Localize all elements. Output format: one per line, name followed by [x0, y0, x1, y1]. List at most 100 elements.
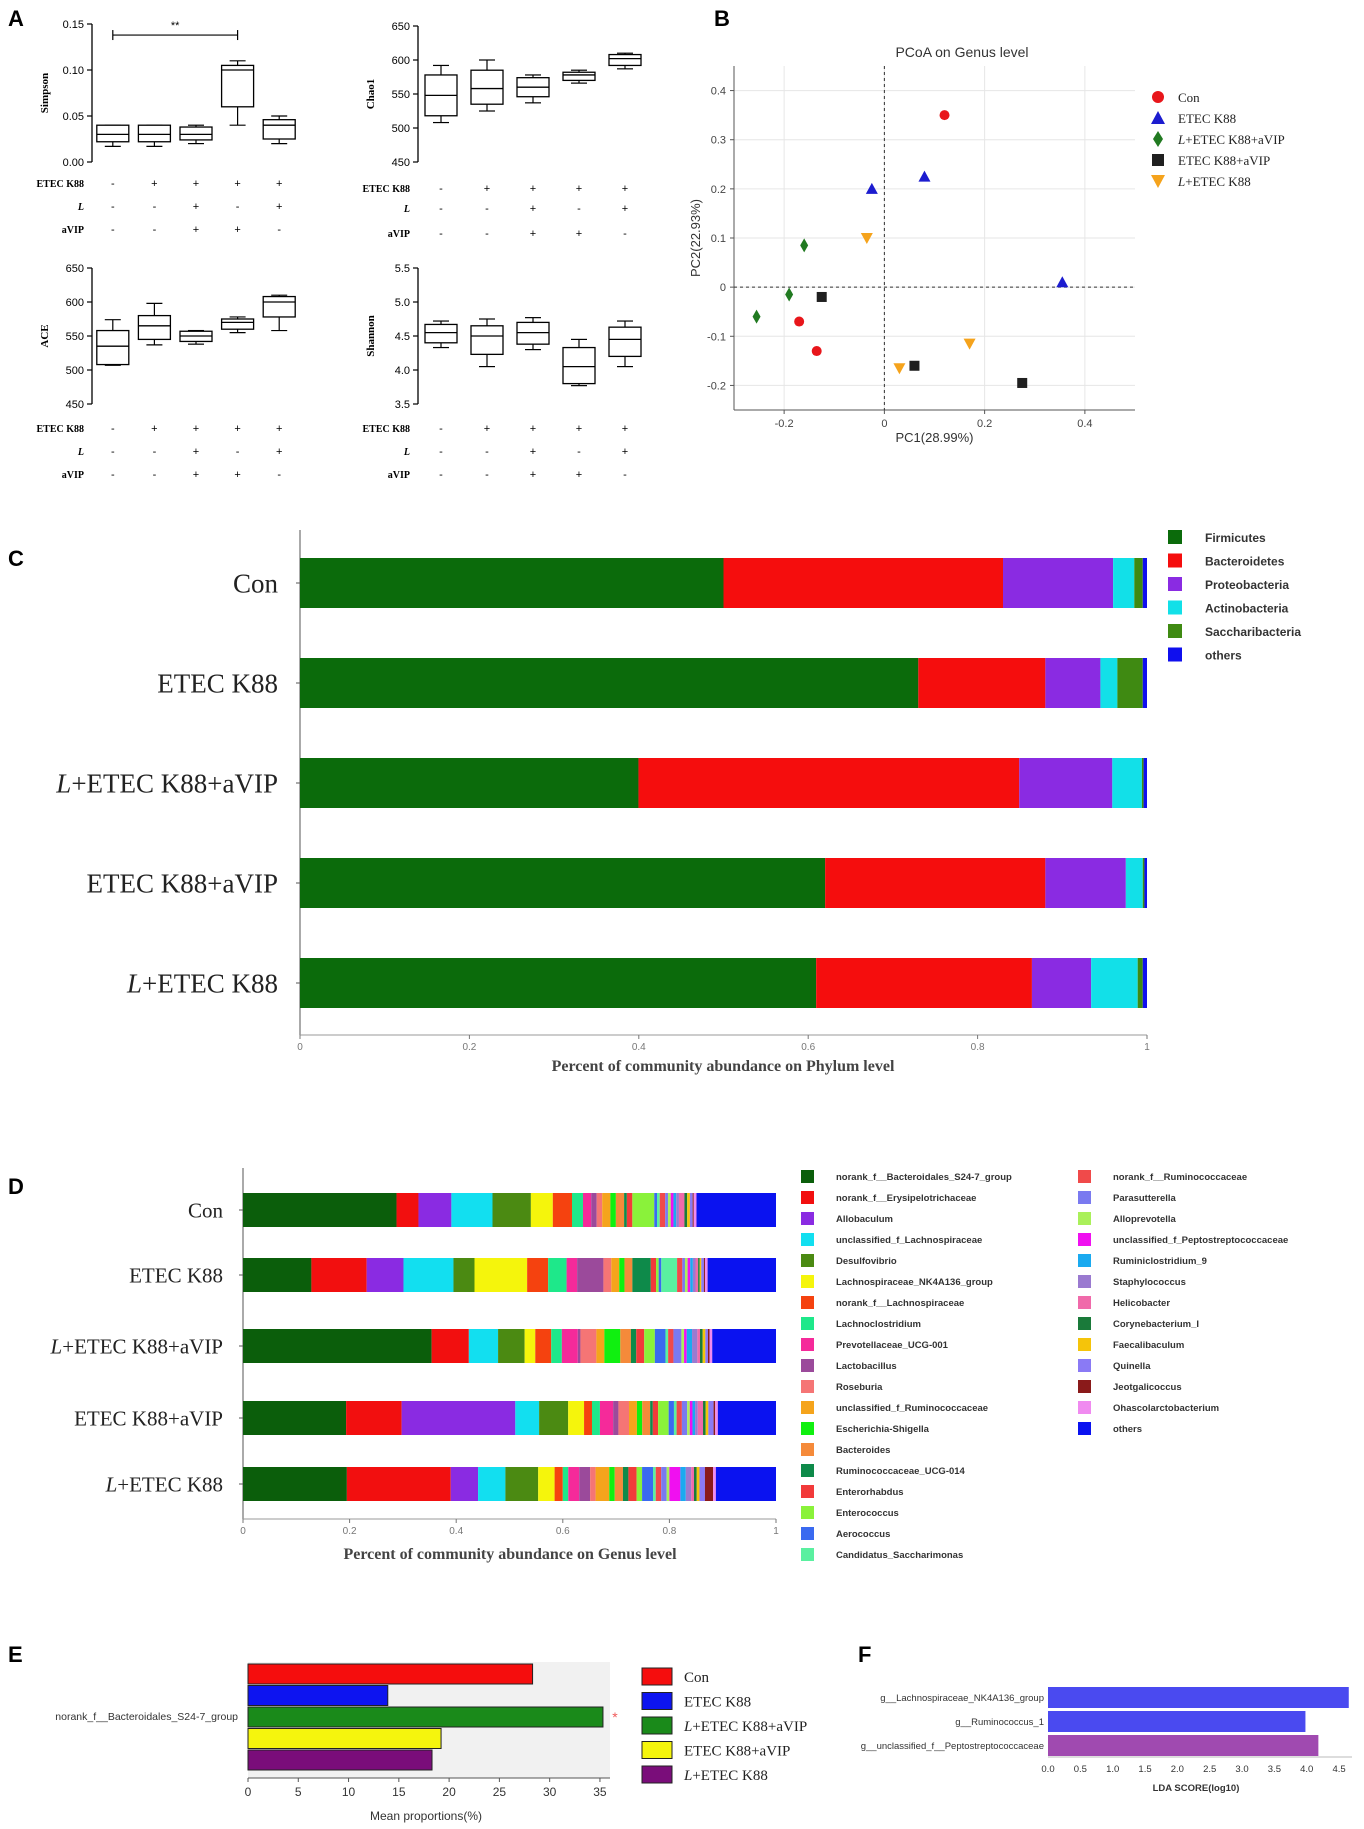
legend-swatch	[801, 1212, 814, 1225]
legend-swatch	[801, 1191, 814, 1204]
bar-segment-helicobacter	[697, 1329, 701, 1363]
sign-mark: -	[439, 228, 443, 240]
panel-label-D: D	[8, 1174, 24, 1199]
x-tick-label: 30	[543, 1785, 557, 1799]
bar-segment-candidatus-saccharimonas	[653, 1467, 656, 1501]
bar-etec-k88	[247, 1685, 389, 1706]
bar-segment-unclassified-f-ruminococcaceae	[602, 1193, 611, 1227]
box-2	[516, 74, 550, 104]
bar-segment-escherichia-shigella	[636, 1401, 643, 1435]
bar-row-l-etec-k88-avip	[300, 758, 1147, 808]
bar-segment-faecalibaculum	[687, 1193, 690, 1227]
legend-swatch	[1078, 1338, 1091, 1351]
bar-segment-bacteroides	[615, 1193, 625, 1227]
x-tick-label: 0	[240, 1526, 246, 1537]
legend-label: Helicobacter	[1113, 1298, 1170, 1309]
legend-label: Corynebacterium_I	[1113, 1319, 1199, 1330]
sign-mark: -	[577, 203, 581, 215]
sign-mark: +	[276, 201, 282, 213]
bar-segment-quinella	[705, 1329, 708, 1363]
legend-swatch	[1168, 553, 1182, 568]
sign-mark: +	[234, 224, 240, 236]
box-1	[470, 318, 504, 368]
panel-label-B: B	[714, 6, 730, 31]
sign-row-label: ETEC K88	[36, 179, 84, 190]
bar-segment-alloprevotella	[687, 1401, 690, 1435]
bar-segment-ruminiclostridium-9	[692, 1401, 696, 1435]
sign-mark: -	[485, 446, 489, 458]
bar-segment-jeotgalicoccus	[707, 1329, 710, 1363]
bar-segment-jeotgalicoccus	[703, 1258, 705, 1292]
sign-mark: -	[623, 228, 627, 240]
legend-swatch	[801, 1359, 814, 1372]
box-3	[220, 316, 255, 334]
bar-segment-bacteroides	[620, 1329, 631, 1363]
bar-segment-candidatus-saccharimonas	[657, 1193, 660, 1227]
y-tick-label: 450	[392, 157, 410, 169]
x-axis-label: LDA SCORE(log10)	[1153, 1783, 1240, 1794]
bar-segment-ohascolarctobacterium	[715, 1401, 718, 1435]
x-tick-label: 0.0	[1041, 1764, 1054, 1775]
sign-mark: -	[623, 469, 627, 481]
bar-row-l-etec-k88-avip	[243, 1329, 776, 1363]
italic-l: L	[126, 968, 142, 998]
bar-segment-lachnoclostridium	[591, 1401, 600, 1435]
bar-segment-staphylococcus	[692, 1329, 698, 1363]
bar-row-etec-k88-avip	[243, 1401, 776, 1435]
y-tick-label: -0.1	[707, 331, 726, 343]
bar-etec-k88-avip	[247, 1728, 442, 1749]
bar-segment-proteobacteria	[1045, 658, 1101, 708]
category-label: ETEC K88	[157, 668, 278, 698]
series-con	[794, 110, 950, 357]
x-tick-label: 10	[342, 1785, 356, 1799]
box-4	[608, 320, 642, 368]
bar-segment-quinella	[708, 1401, 714, 1435]
legend-label: norank_f__Lachnospiraceae	[836, 1298, 964, 1309]
data-point	[893, 363, 906, 375]
category-label: ETEC K88	[129, 1263, 223, 1287]
boxplot-shannon: 3.5 4.0 4.5 5.0 5.5 Shannon ETEC K88 - + + + + L - - + -…	[362, 263, 642, 481]
sign-mark: +	[234, 423, 240, 435]
bar-row-con	[300, 558, 1147, 608]
x-tick-label: 0.4	[1077, 418, 1092, 430]
bar-segment-bacteroides	[614, 1467, 623, 1501]
box-iqr	[96, 329, 130, 366]
legend-swatch	[801, 1170, 814, 1183]
y-tick-label: 0.4	[711, 86, 726, 98]
bar-segment-allobaculum	[366, 1258, 404, 1292]
bar-segment-escherichia-shigella	[609, 1467, 615, 1501]
bar-segment-lactobacillus	[579, 1467, 591, 1501]
data-point	[860, 233, 873, 244]
box-0	[96, 319, 130, 366]
bar-segment-norank-f-lachnospiraceae	[535, 1329, 552, 1363]
x-tick-label: 4.0	[1300, 1764, 1313, 1775]
sign-mark: +	[193, 446, 199, 458]
bar-segment-lactobacillus	[577, 1258, 604, 1292]
sign-mark: -	[439, 469, 443, 481]
panel-label-E: E	[8, 1642, 23, 1667]
italic-l: L	[1177, 174, 1185, 189]
bar-segment-bacteroidetes	[723, 558, 1004, 608]
x-tick-label: 0.4	[632, 1042, 646, 1053]
bar-segment-enterococcus	[632, 1193, 655, 1227]
bar-segment-prevotellaceae-ucg-001	[568, 1467, 580, 1501]
bar-segment-norank-f-erysipelotrichaceae	[346, 1467, 451, 1501]
bar-g-lachnospiraceae-nk4a136-group	[1048, 1687, 1349, 1708]
legend-label: norank_f__Bacteroidales_S24-7_group	[836, 1172, 1012, 1183]
legend-swatch	[801, 1296, 814, 1309]
sign-mark: +	[151, 178, 157, 190]
legend-label: Ohascolarctobacterium	[1113, 1403, 1219, 1414]
bar-segment-escherichia-shigella	[610, 1193, 616, 1227]
box-3	[562, 69, 596, 84]
bar-segment-staphylococcus	[695, 1401, 698, 1435]
legend-label: Allobaculum	[836, 1214, 893, 1225]
sign-mark: +	[193, 201, 199, 213]
sign-mark: +	[530, 423, 536, 435]
legend-label: Lachnoclostridium	[836, 1319, 921, 1330]
legend-label: ETEC K88+aVIP	[1178, 153, 1270, 168]
label-rest: +ETEC K88	[142, 968, 278, 998]
legend-label: others	[1113, 1424, 1142, 1435]
bar-segment-firmicutes	[300, 958, 817, 1008]
x-tick-label: 1.5	[1138, 1764, 1151, 1775]
bar-segment-lachnospiraceae-nk4a136-group	[530, 1193, 553, 1227]
